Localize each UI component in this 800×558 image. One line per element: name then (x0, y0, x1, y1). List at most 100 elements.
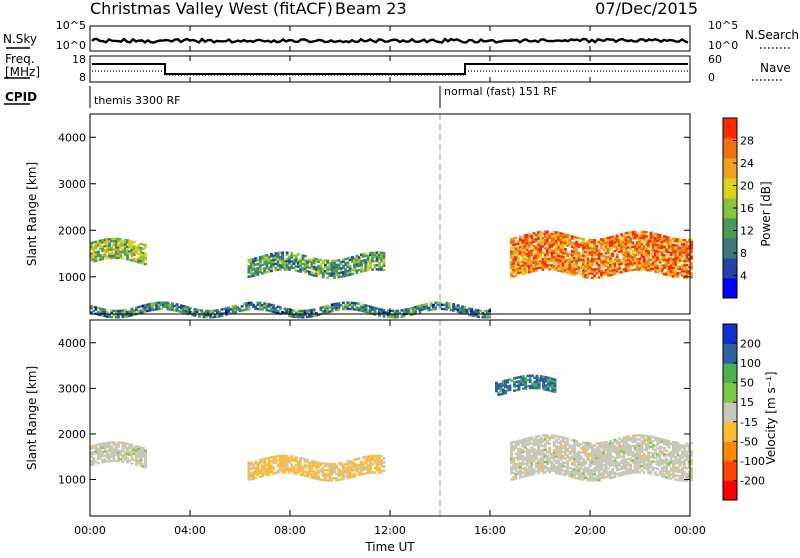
time-axis-label: Time UT (364, 540, 415, 554)
power-cell (512, 264, 516, 267)
power-cell (600, 242, 603, 245)
power-cell (303, 311, 307, 315)
power-cell (96, 252, 100, 255)
power-cell (645, 266, 648, 269)
velocity-cell (521, 457, 525, 460)
velocity-cell (663, 440, 666, 444)
power-cell (561, 268, 565, 271)
power-cell (642, 249, 646, 252)
velocity-cell (586, 466, 590, 470)
velocity-cell (519, 383, 523, 387)
power-cell (256, 273, 260, 276)
power-cell (525, 233, 529, 237)
velocity-cell (582, 470, 585, 473)
power-cell (279, 308, 282, 311)
velocity-cell (638, 448, 642, 451)
power-cell (247, 260, 251, 264)
power-cell (306, 266, 309, 269)
power-cell (642, 255, 646, 259)
velocity-cell (249, 477, 253, 481)
power-cell (606, 272, 610, 275)
power-cell (681, 263, 684, 267)
velocity-cell (609, 439, 612, 443)
power-cell (312, 259, 316, 262)
power-cell (342, 307, 345, 311)
velocity-cell (516, 452, 520, 455)
velocity-cell (591, 477, 594, 480)
power-cell (631, 233, 635, 236)
power-cell (521, 249, 525, 253)
velocity-cell (568, 452, 572, 455)
power-cell (346, 269, 350, 273)
power-cell (672, 248, 675, 251)
power-cell (310, 258, 314, 262)
power-cell (624, 257, 628, 260)
velocity-cell (301, 465, 305, 469)
power-cell (552, 251, 556, 255)
power-cell (317, 313, 321, 316)
velocity-cell (301, 467, 305, 471)
velocity-cell (306, 460, 309, 464)
power-cell (674, 256, 678, 260)
velocity-cell (119, 451, 123, 455)
power-cell (330, 274, 334, 277)
velocity-cell (506, 387, 510, 390)
power-cell (110, 309, 114, 312)
power-cell (182, 311, 186, 314)
velocity-cell (595, 479, 599, 482)
power-cell (454, 305, 458, 309)
velocity-cell (570, 451, 574, 454)
velocity-cell (678, 479, 682, 482)
power-cell (631, 253, 635, 257)
power-cell (121, 242, 125, 245)
power-cell (525, 261, 529, 264)
power-cell (548, 241, 552, 244)
power-cell (139, 257, 143, 260)
velocity-cell (537, 387, 541, 390)
velocity-cell (606, 452, 610, 456)
power-cell (369, 251, 372, 255)
velocity-cell (135, 451, 138, 454)
power-cell (645, 260, 648, 263)
power-cell (310, 265, 314, 268)
power-cell (663, 239, 666, 242)
velocity-cell (573, 439, 576, 442)
power-cell (173, 309, 177, 312)
velocity-cell (591, 444, 594, 447)
power-cell (687, 251, 691, 254)
power-cell (369, 264, 372, 267)
power-cell (234, 308, 237, 312)
power-cell (344, 272, 348, 275)
velocity-cell (627, 462, 630, 465)
velocity-cell (570, 438, 574, 442)
power-cell (687, 259, 691, 263)
velocity-cell (649, 451, 653, 455)
velocity-cell (685, 454, 689, 458)
velocity-cell (552, 455, 556, 458)
velocity-cell (606, 446, 610, 449)
power-cell (604, 252, 608, 255)
power-cell (353, 270, 357, 273)
velocity-cell (317, 478, 321, 481)
power-cell (525, 244, 529, 247)
velocity-cell (526, 378, 530, 382)
velocity-cell (254, 470, 258, 473)
power-cell (532, 255, 536, 258)
power-cell (382, 315, 386, 318)
velocity-cell (548, 467, 552, 470)
velocity-cell (306, 464, 309, 468)
power-cell (552, 268, 556, 272)
velocity-cell (339, 478, 343, 481)
velocity-cell (595, 456, 599, 459)
velocity-cell (555, 471, 558, 475)
velocity-cell (647, 445, 651, 448)
velocity-cell (534, 453, 538, 457)
power-cell (177, 310, 181, 313)
power-cell (333, 272, 336, 275)
velocity-ytick-label: 3000 (58, 382, 86, 395)
power-cell (606, 239, 610, 242)
power-cell (685, 241, 689, 244)
velocity-cell (252, 475, 255, 478)
power-cell (364, 308, 368, 311)
